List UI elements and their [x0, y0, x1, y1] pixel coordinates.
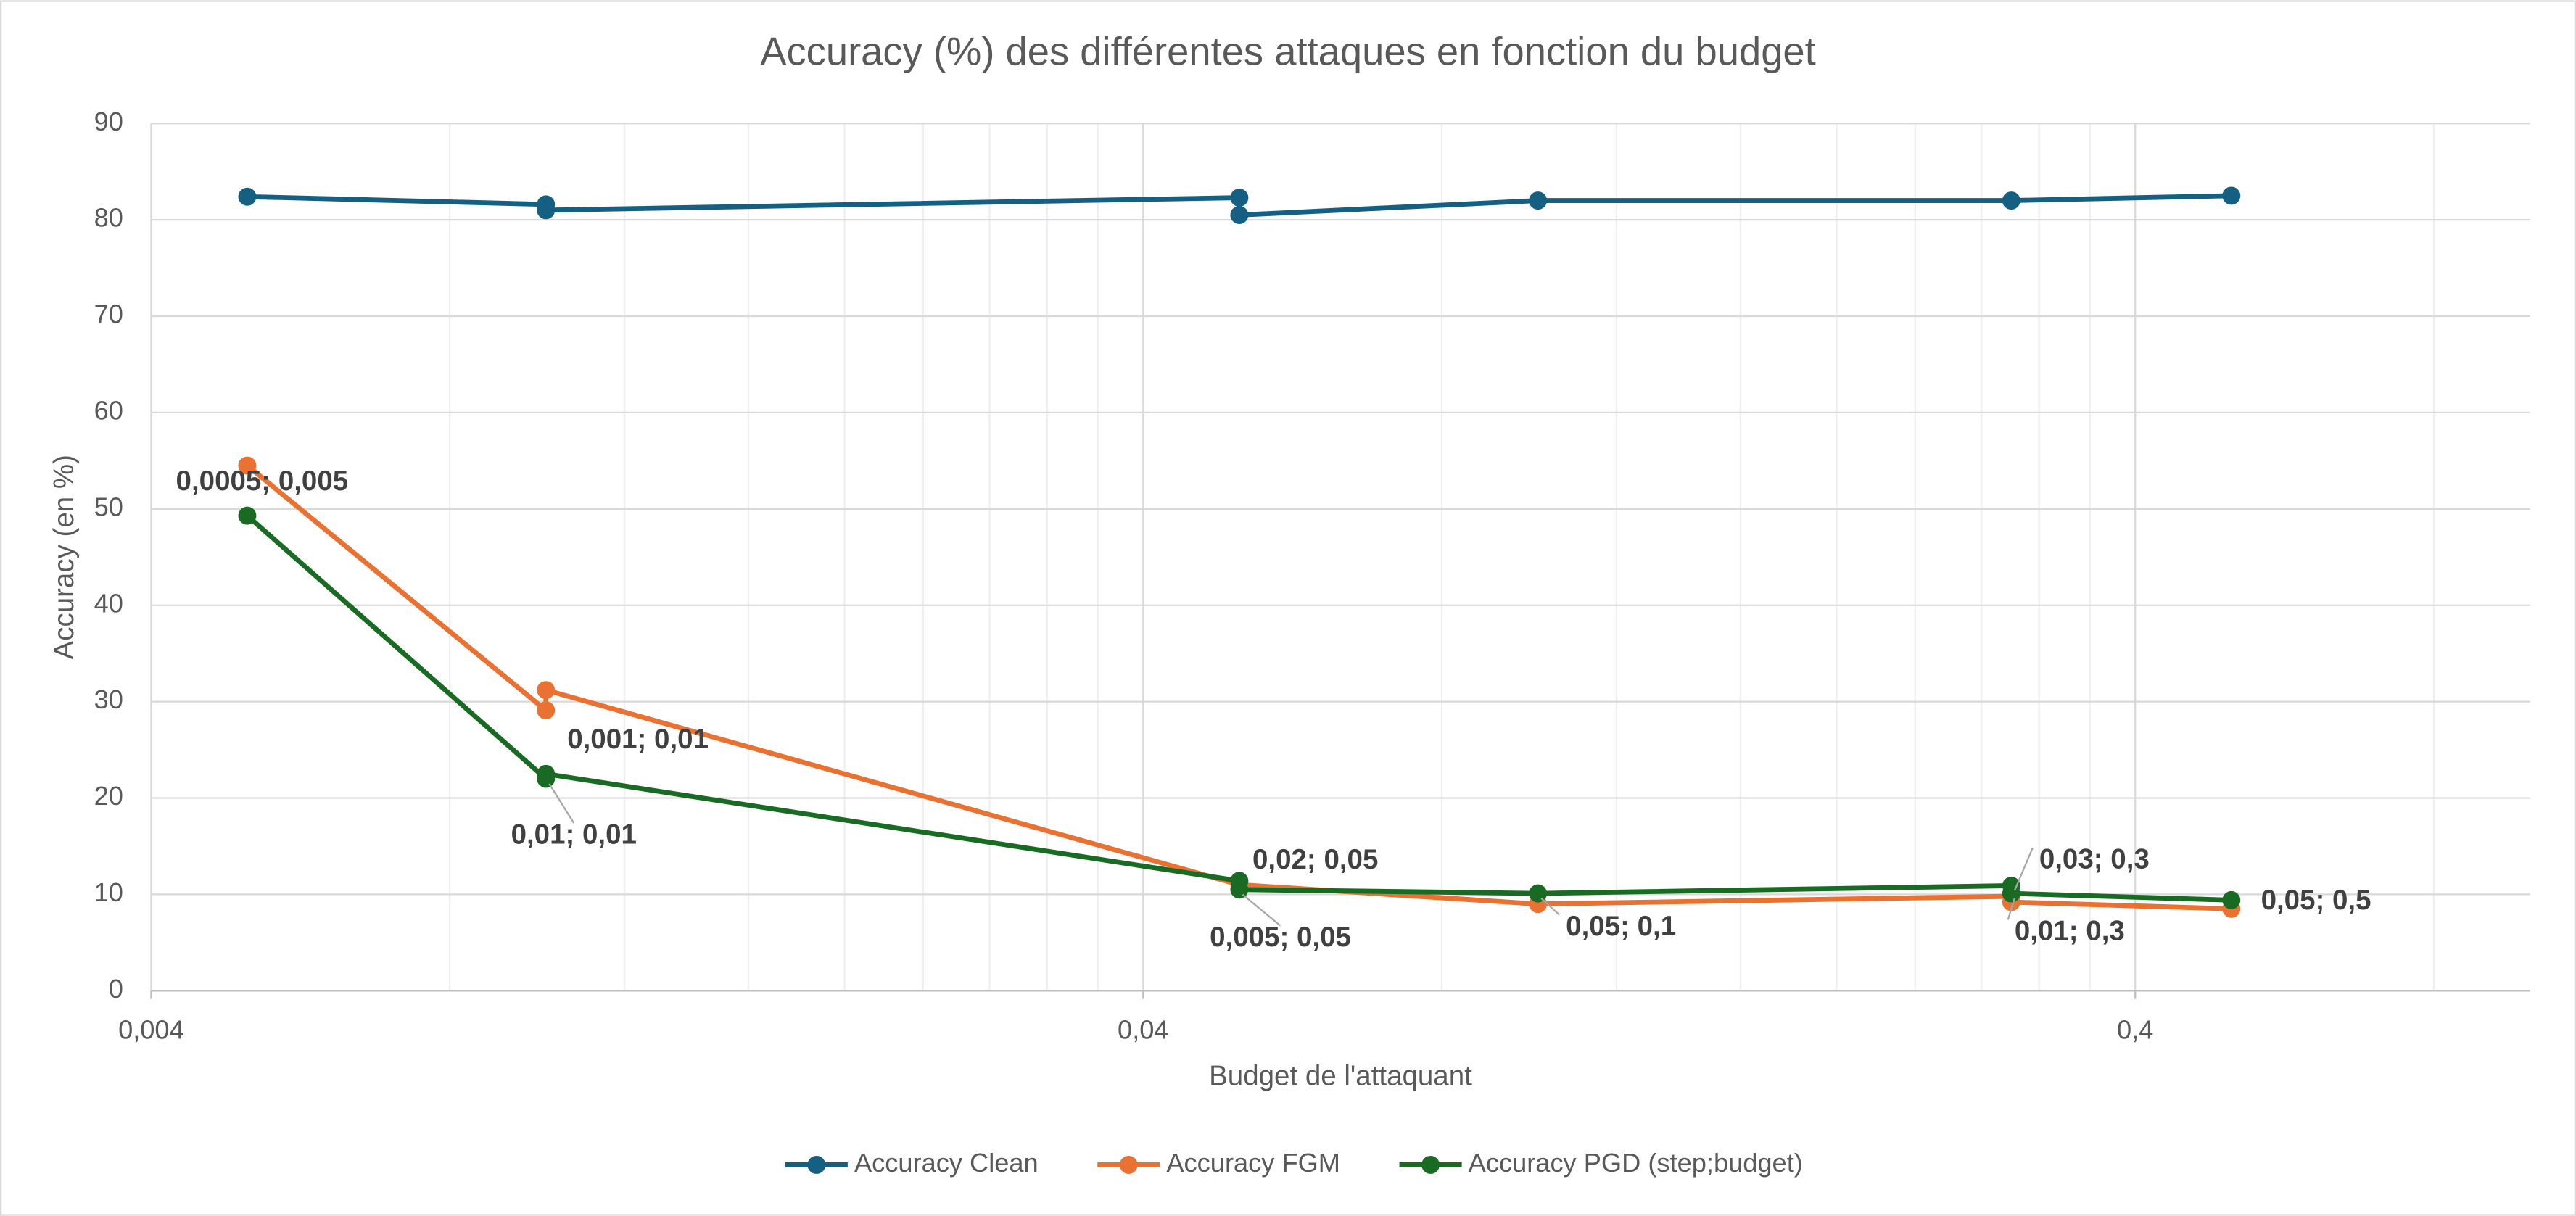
legend-marker — [1119, 1155, 1138, 1174]
y-tick-label: 70 — [94, 299, 123, 329]
data-label: 0,005; 0,05 — [1210, 922, 1351, 953]
y-tick-label: 20 — [94, 781, 123, 811]
data-point — [537, 681, 556, 700]
y-tick-label: 60 — [94, 396, 123, 426]
y-axis-title: Accuracy (en %) — [49, 455, 80, 659]
data-point — [2002, 884, 2020, 903]
x-tick-label: 0,04 — [1118, 1015, 1169, 1045]
data-point — [1529, 884, 1548, 903]
x-axis-title: Budget de l'attaquant — [1209, 1061, 1472, 1092]
y-tick-label: 90 — [94, 107, 123, 136]
data-point — [1529, 191, 1548, 210]
data-point — [1230, 189, 1249, 207]
legend-label: Accuracy FGM — [1166, 1148, 1340, 1178]
x-tick-label: 0,004 — [118, 1015, 184, 1045]
data-label: 0,05; 0,1 — [1566, 911, 1676, 942]
data-label: 0,01; 0,01 — [511, 819, 637, 850]
y-tick-label: 10 — [94, 877, 123, 907]
data-point — [238, 187, 257, 206]
y-tick-label: 0 — [109, 974, 123, 1004]
chart-title: Accuracy (%) des différentes attaques en… — [760, 29, 1816, 73]
data-label: 0,0005; 0,005 — [176, 466, 349, 497]
legend-marker — [1421, 1155, 1440, 1174]
legend: Accuracy Clean Accuracy FGM Accuracy PGD (… — [785, 1148, 1803, 1178]
data-label: 0,001; 0,01 — [567, 724, 709, 755]
data-point — [537, 701, 556, 720]
data-point — [238, 456, 257, 475]
legend-label: Accuracy Clean — [854, 1148, 1039, 1178]
y-tick-label: 30 — [94, 684, 123, 714]
data-point — [2002, 191, 2020, 210]
data-label: 0,02; 0,05 — [1252, 844, 1378, 875]
label-leader — [1242, 893, 1281, 927]
label-leader — [2007, 898, 2015, 920]
legend-label: Accuracy PGD (step;budget) — [1469, 1148, 1803, 1178]
data-label: 0,01; 0,3 — [2015, 916, 2125, 947]
y-tick-label: 40 — [94, 588, 123, 618]
data-point — [1230, 206, 1249, 224]
data-point — [238, 506, 257, 525]
data-point — [2222, 890, 2241, 909]
data-point — [2222, 186, 2241, 205]
legend-marker — [807, 1155, 826, 1174]
data-point — [537, 201, 556, 220]
label-leader — [548, 783, 575, 824]
data-point — [1230, 880, 1249, 899]
y-tick-label: 50 — [94, 492, 123, 521]
label-leader — [2013, 847, 2034, 891]
data-point — [537, 764, 556, 783]
data-label: 0,05; 0,5 — [2261, 885, 2371, 916]
data-label: 0,03; 0,3 — [2039, 844, 2150, 875]
label-leader — [1540, 898, 1560, 916]
y-tick-label: 80 — [94, 203, 123, 233]
x-tick-label: 0,4 — [2117, 1015, 2153, 1045]
